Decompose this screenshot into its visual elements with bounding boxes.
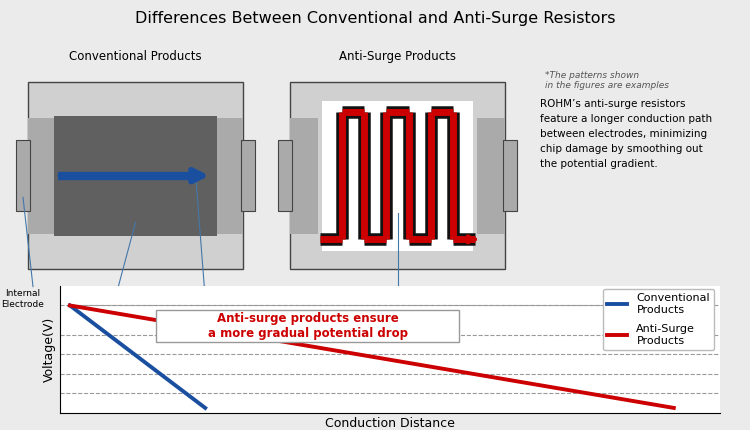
Bar: [28, 82, 243, 269]
Bar: [322, 101, 473, 251]
Bar: [241, 140, 255, 211]
Text: Resistive
Element: Resistive Element: [98, 289, 139, 309]
Legend: Conventional
Products, Anti-Surge
Products: Conventional Products, Anti-Surge Produc…: [603, 289, 715, 350]
Text: Current Flow: Current Flow: [176, 289, 233, 298]
Text: Resistive
Element: Resistive Element: [377, 289, 418, 309]
Bar: [215, 118, 243, 234]
Text: Differences Between Conventional and Anti-Surge Resistors: Differences Between Conventional and Ant…: [135, 11, 615, 26]
Bar: [54, 116, 217, 236]
Text: Anti-surge products ensure
a more gradual potential drop: Anti-surge products ensure a more gradua…: [208, 312, 407, 340]
Bar: [477, 118, 505, 234]
Text: Conventional Products: Conventional Products: [69, 50, 202, 63]
Text: ROHM’s anti-surge resistors
feature a longer conduction path
between electrodes,: ROHM’s anti-surge resistors feature a lo…: [540, 99, 712, 169]
Bar: [278, 140, 292, 211]
Bar: [290, 118, 318, 234]
X-axis label: Conduction Distance: Conduction Distance: [325, 417, 455, 430]
FancyBboxPatch shape: [156, 310, 459, 341]
Text: *The patterns shown
in the figures are examples: *The patterns shown in the figures are e…: [545, 71, 669, 90]
Bar: [28, 118, 56, 234]
Bar: [290, 82, 505, 269]
Bar: [503, 140, 517, 211]
Text: Internal
Electrode: Internal Electrode: [2, 289, 44, 309]
Text: Anti-Surge Products: Anti-Surge Products: [339, 50, 456, 63]
Bar: [16, 140, 30, 211]
Y-axis label: Voltage(V): Voltage(V): [43, 317, 56, 382]
